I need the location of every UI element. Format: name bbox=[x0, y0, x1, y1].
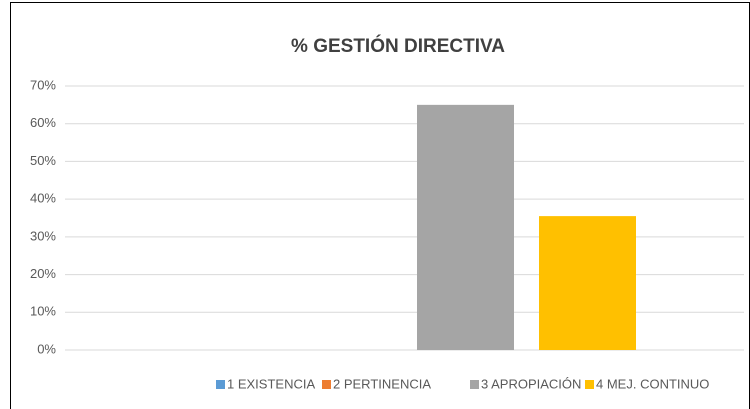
legend-label: 1 EXISTENCIA bbox=[227, 376, 315, 391]
legend-swatch bbox=[322, 380, 331, 389]
y-tick-label: 30% bbox=[30, 228, 56, 243]
y-tick-label: 70% bbox=[30, 77, 56, 92]
y-tick-label: 0% bbox=[37, 341, 56, 356]
legend-swatch bbox=[470, 380, 479, 389]
y-tick-label: 50% bbox=[30, 153, 56, 168]
bar bbox=[539, 216, 636, 350]
legend-label: 3 APROPIACIÓN bbox=[481, 376, 581, 391]
chart-title: % GESTIÓN DIRECTIVA bbox=[291, 35, 505, 57]
y-tick-label: 40% bbox=[30, 191, 56, 206]
legend-label: 4 MEJ. CONTINUO bbox=[596, 376, 709, 391]
bar bbox=[417, 104, 514, 350]
legend-swatch bbox=[585, 380, 594, 389]
y-tick-label: 20% bbox=[30, 266, 56, 281]
chart-border bbox=[10, 2, 750, 409]
y-tick-label: 10% bbox=[30, 304, 56, 319]
legend-label: 2 PERTINENCIA bbox=[333, 376, 431, 391]
y-tick-label: 60% bbox=[30, 115, 56, 130]
legend-swatch bbox=[216, 380, 225, 389]
